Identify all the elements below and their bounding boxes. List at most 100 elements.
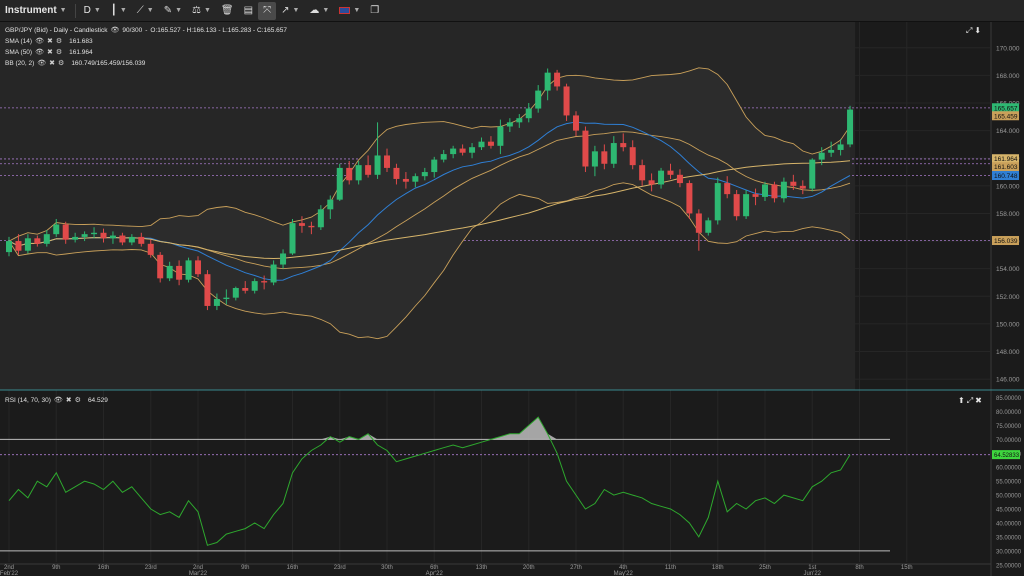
candle-body (554, 72, 561, 87)
price-tick-label: 164.000 (996, 128, 1020, 135)
indicators-button[interactable]: ⚖ ▼ (187, 2, 216, 20)
price-axis: 170.000168.000166.000164.000162.000160.0… (992, 45, 1020, 384)
fullscreen-icon: ⤧ (263, 4, 272, 16)
rsi-tick-label: 80.00000 (996, 410, 1022, 416)
candle-body (525, 108, 532, 119)
candle-body (43, 234, 50, 244)
candle-body (799, 185, 806, 189)
candle-body (355, 165, 362, 181)
arrow-up-icon[interactable]: ⬆ (958, 396, 965, 405)
date-tick-label: 23rd (334, 565, 346, 571)
chart-type-button[interactable]: ┃ ▼ (106, 2, 132, 20)
candle-body (591, 151, 598, 167)
candle-body (676, 174, 683, 184)
candle-body (289, 223, 296, 254)
language-button[interactable]: ▼ (334, 2, 365, 20)
instrument-summary: GBP/JPY (Bid) - Daily - Candlestick (5, 26, 108, 34)
draw-tool-button[interactable]: ✎ ▼ (159, 2, 187, 20)
candle-body (667, 170, 674, 175)
candle-body (147, 243, 154, 255)
candle-body (34, 238, 41, 244)
candle-body (91, 232, 98, 235)
price-label-badge (992, 236, 1019, 246)
gear-icon[interactable]: ⚙ (74, 397, 81, 404)
candle-body (847, 109, 854, 145)
close-icon[interactable]: ✖ (975, 396, 982, 405)
date-tick-label: 6th (430, 565, 438, 571)
candle-body (100, 232, 107, 239)
rsi-tick-label: 25.00000 (996, 563, 1022, 569)
date-tick-label: 9th (52, 565, 60, 571)
instrument-selector[interactable]: Instrument ▼ (0, 2, 72, 20)
interval-selector[interactable]: D ▼ (79, 2, 106, 20)
chart-canvas[interactable]: 170.000168.000166.000164.000162.000160.0… (0, 22, 1024, 576)
flag-uk-icon (339, 7, 351, 14)
close-icon[interactable]: ✖ (46, 49, 53, 56)
chevron-down-icon: ▼ (203, 7, 211, 14)
pencil-icon: ✎ (163, 4, 173, 16)
trash-icon: 🗑 (220, 4, 234, 16)
rsi-line (8, 416, 851, 546)
candle-body (639, 165, 646, 181)
candle-body (516, 118, 523, 123)
candle-body (705, 220, 712, 233)
expand-icon[interactable]: ⤢ (966, 26, 973, 35)
fullscreen-button[interactable]: ⤧ (258, 1, 277, 20)
gear-icon[interactable]: ⚙ (58, 60, 65, 67)
legend-rsi: RSI (14, 70, 30) 👁 ✖ ⚙ 64.529 (5, 396, 108, 405)
indicators-icon: ⚖ (192, 4, 201, 16)
candle-body (762, 184, 768, 197)
eye-icon[interactable]: 👁 (110, 27, 120, 34)
eye-icon[interactable]: 👁 (35, 38, 44, 45)
rsi-tick-label: 55.00000 (996, 480, 1022, 486)
close-icon[interactable]: ✖ (65, 397, 72, 404)
expand-icon[interactable]: ⤢ (966, 396, 974, 405)
candle-body (242, 287, 249, 291)
legend-sma14: SMA (14) 👁 ✖ ⚙ 161.683 (5, 37, 93, 46)
arrow-down-icon[interactable]: ⬇ (974, 26, 982, 35)
gear-icon[interactable]: ⚙ (55, 49, 63, 56)
candle-body (487, 141, 494, 146)
candle-body (24, 238, 31, 251)
sma-14-line (8, 121, 851, 281)
close-icon[interactable]: ✖ (49, 60, 56, 67)
header-legend: GBP/JPY (Bid) - Daily - Candlestick 👁 90… (5, 26, 287, 35)
chevron-down-icon: ▼ (353, 7, 361, 14)
layout-button[interactable]: ▤ (239, 2, 258, 20)
candle-body (317, 209, 324, 228)
chevron-down-icon: ▼ (292, 7, 300, 14)
price-label-text: 161.964 (994, 156, 1018, 163)
candle-body (714, 183, 721, 221)
gear-icon[interactable]: ⚙ (55, 38, 63, 45)
price-label-text: 156.039 (994, 238, 1018, 245)
price-label-badge (992, 154, 1019, 164)
separator: - (145, 26, 148, 34)
candle-body (393, 167, 400, 179)
date-tick-label: Mar'22 (189, 571, 208, 576)
date-tick-label: Apr'22 (426, 571, 444, 576)
candle-body (724, 183, 731, 195)
candle-body (648, 180, 655, 185)
candle-body (431, 159, 438, 173)
toolbar: Instrument ▼ D ▼ ┃ ▼ ⟋ ▼ ✎ ▼ ⚖ ▼ 🗑 ▤ ⤧ ↗ ▼ ☁ ▼… (0, 0, 1024, 22)
theme-button[interactable]: ☁ ▼ (304, 2, 334, 20)
date-tick-label: Feb'22 (0, 571, 19, 576)
delete-button[interactable]: 🗑 (216, 2, 239, 20)
eye-icon[interactable]: 👁 (53, 397, 63, 404)
share-button[interactable]: ↗ ▼ (276, 2, 304, 20)
eye-icon[interactable]: 👁 (37, 60, 47, 67)
candle-body (346, 167, 353, 181)
popout-button[interactable]: ❐ (365, 2, 384, 20)
line-tool-button[interactable]: ⟋ ▼ (132, 2, 159, 20)
price-tick-label: 168.000 (996, 73, 1020, 80)
eye-icon[interactable]: 👁 (35, 49, 44, 56)
legend-bb: BB (20, 2) 👁 ✖ ⚙ 160.749/165.459/156.039 (5, 59, 145, 68)
candle-body (743, 194, 750, 217)
candle-body (610, 143, 617, 164)
bollinger-band-fill (9, 67, 850, 339)
date-tick-label: May'22 (614, 571, 634, 576)
candle-body (535, 90, 542, 109)
date-tick-label: 15th (901, 565, 913, 571)
close-icon[interactable]: ✖ (46, 38, 53, 45)
candle-body (53, 224, 60, 235)
